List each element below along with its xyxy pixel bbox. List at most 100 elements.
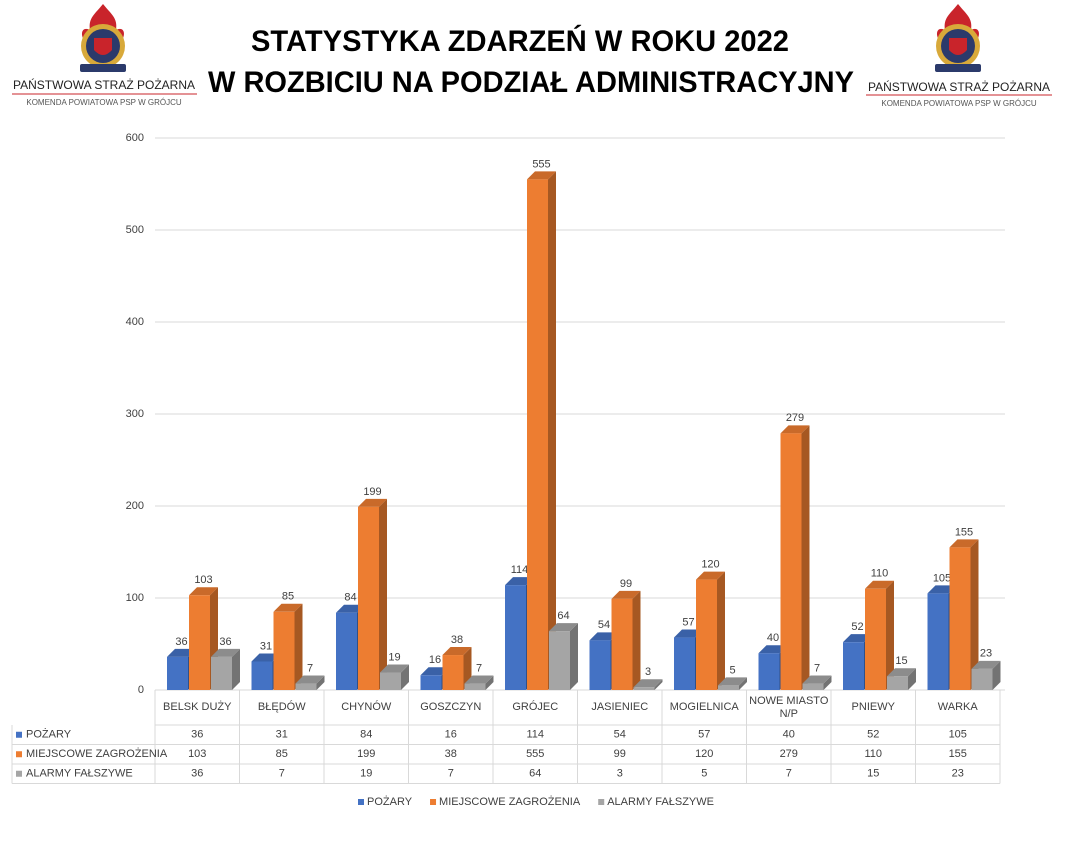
bar-side <box>823 675 832 690</box>
x-tick-label: WARKA <box>937 701 978 713</box>
legend-key <box>598 799 605 805</box>
table-cell: 54 <box>614 729 626 741</box>
x-tick-cell: BŁĘDÓW <box>257 701 306 713</box>
table-cell: 7 <box>786 768 792 780</box>
bar-front <box>758 653 780 690</box>
x-tick-cell: MOGIELNICA <box>669 701 739 713</box>
bar-side <box>485 675 494 690</box>
table-cell: 15 <box>867 768 879 780</box>
bar-front <box>273 611 295 690</box>
bar-top <box>251 653 281 662</box>
bar <box>273 603 303 690</box>
bar <box>464 675 494 690</box>
bar-side <box>294 603 303 690</box>
bar-top <box>780 425 810 434</box>
table-cell: 7 <box>448 768 454 780</box>
table-cell: 110 <box>864 748 882 760</box>
bar-top <box>949 539 979 548</box>
data-label: 99 <box>620 578 632 590</box>
data-label: 36 <box>175 636 187 648</box>
legend-key <box>358 799 364 805</box>
x-tick-label: PNIEWY <box>851 701 895 713</box>
bar-top <box>887 668 916 677</box>
table-cell: 85 <box>276 748 288 760</box>
table-cell: 99 <box>614 748 626 760</box>
data-label: 23 <box>980 648 992 660</box>
bar-top <box>273 603 303 612</box>
bar-side <box>886 580 894 690</box>
bar-front <box>549 631 570 690</box>
x-tick-label: MOGIELNICA <box>669 701 739 713</box>
logo-subtitle: KOMENDA POWIATOWA PSP W GRÓJCU <box>881 99 1037 108</box>
y-tick-label: 100 <box>126 592 144 604</box>
bar-front <box>843 642 864 690</box>
bar-top <box>380 664 409 673</box>
table-cell: 38 <box>445 748 457 760</box>
logo-subtitle: KOMENDA POWIATOWA PSP W GRÓJCU <box>26 98 182 107</box>
data-label: 85 <box>282 591 294 603</box>
bar-top <box>758 645 788 654</box>
logo-right <box>866 4 1052 96</box>
x-tick-cell: WARKA <box>937 701 978 713</box>
legend-label: ALARMY FAŁSZYWE <box>607 796 714 808</box>
table-cell: 31 <box>276 729 288 741</box>
bar-front <box>295 683 317 690</box>
bar-side <box>801 425 810 690</box>
logo-text: PAŃSTWOWA STRAŻ POŻARNA <box>13 77 195 92</box>
table-cell: 7 <box>279 768 285 780</box>
logo-text: PAŃSTWOWA STRAŻ POŻARNA <box>868 79 1050 94</box>
x-tick-label: BŁĘDÓW <box>257 701 306 713</box>
bar <box>549 623 578 690</box>
bar-front <box>211 656 232 690</box>
bar <box>971 660 1001 690</box>
table-cell: 19 <box>360 768 372 780</box>
bar-top <box>336 604 365 613</box>
bar-top <box>611 590 641 599</box>
bar-top <box>211 648 240 657</box>
table-cell: 84 <box>360 729 372 741</box>
data-label: 15 <box>895 655 907 667</box>
bar-top <box>589 632 619 641</box>
bar-side <box>570 623 578 690</box>
bar-front <box>718 685 739 690</box>
bar-top <box>633 679 663 688</box>
bar <box>211 648 240 690</box>
bar-front <box>589 640 611 690</box>
data-label: 110 <box>871 568 889 580</box>
data-label: 3 <box>645 666 651 678</box>
data-label: 31 <box>260 640 272 652</box>
bar <box>358 498 387 690</box>
table-cell: 103 <box>188 748 206 760</box>
bar <box>527 171 556 690</box>
data-label: 19 <box>388 651 400 663</box>
bar-side <box>316 675 325 690</box>
bar-top <box>442 647 472 656</box>
x-tick-cell: BELSK DUŻY <box>163 701 232 713</box>
bar-top <box>802 675 832 684</box>
table-cell: 64 <box>529 768 541 780</box>
bar-side <box>232 648 240 690</box>
bar-front <box>887 676 908 690</box>
table-cell: 40 <box>783 729 795 741</box>
legend-label: POŻARY <box>367 795 413 808</box>
bar-front <box>949 547 971 690</box>
bar-front <box>420 675 442 690</box>
bar <box>295 675 325 690</box>
data-label: 105 <box>933 572 951 584</box>
bar-top <box>718 677 747 686</box>
bar-front <box>971 668 993 690</box>
bar-front <box>802 683 824 690</box>
bar-top <box>295 675 325 684</box>
x-tick-label: BELSK DUŻY <box>163 701 232 713</box>
bar-side <box>401 664 409 690</box>
bar-front <box>336 612 357 690</box>
bar <box>696 571 725 690</box>
data-label: 38 <box>451 634 463 646</box>
legend-key <box>430 799 437 805</box>
table-legend-key <box>16 751 22 758</box>
x-tick-cell: JASIENIEC <box>591 701 648 713</box>
y-tick-label: 600 <box>126 132 144 144</box>
data-label: 103 <box>194 574 212 586</box>
bar-front <box>442 655 464 690</box>
data-label: 57 <box>682 616 694 628</box>
